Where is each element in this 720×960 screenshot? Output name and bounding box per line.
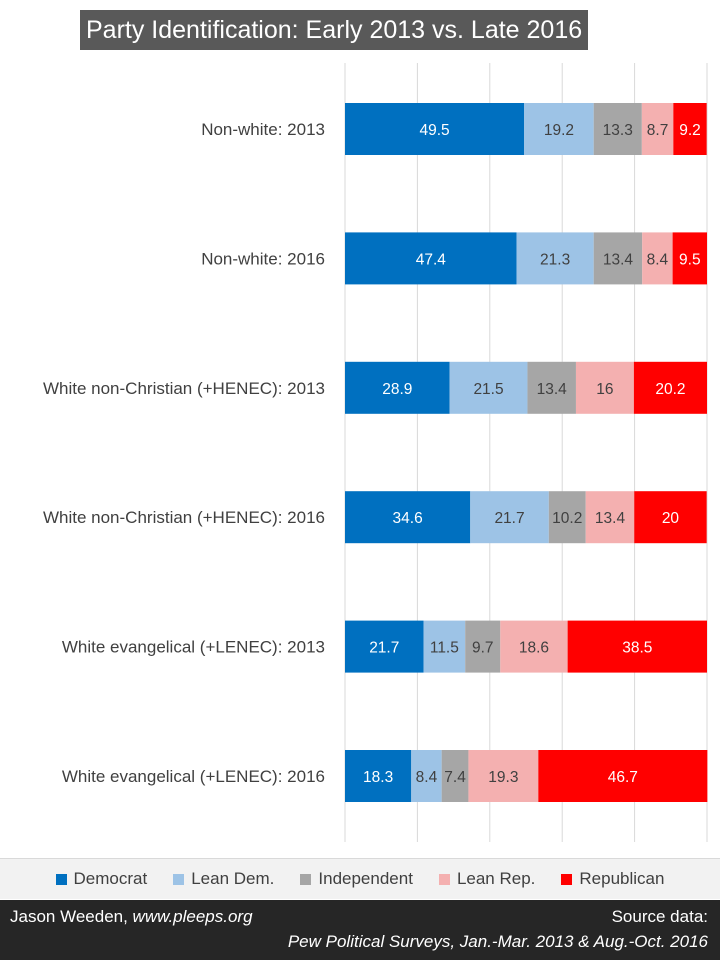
bar-segment (585, 491, 635, 544)
data-label: 38.5 (622, 640, 652, 657)
bar-segment (524, 103, 594, 155)
bar-segment (633, 361, 707, 414)
data-label: 13.4 (595, 510, 626, 527)
source-text: Pew Political Surveys, Jan.-Mar. 2013 & … (287, 932, 708, 951)
data-label: 28.9 (382, 381, 412, 398)
bar-segment (567, 620, 707, 673)
data-label: 13.4 (603, 251, 634, 268)
bar-segment (345, 361, 450, 414)
bar-segment (593, 232, 643, 285)
data-label: 20.2 (655, 381, 685, 398)
data-label: 11.5 (430, 640, 459, 657)
bar-segment (538, 750, 708, 802)
footer-credit: Jason Weeden, www.pleeps.org (10, 907, 253, 927)
bar-segment (345, 103, 525, 155)
legend: Democrat Lean Dem. Independent Lean Rep. Rep… (0, 858, 720, 899)
legend-label: Republican (579, 869, 665, 888)
gridlines (344, 63, 708, 842)
category-label: White non-Christian (+HENEC): 2016 (43, 508, 325, 527)
legend-swatch (300, 873, 312, 885)
data-label: 21.7 (369, 640, 399, 657)
data-label: 9.2 (679, 122, 701, 139)
author-site: www.pleeps.org (132, 907, 253, 926)
bar-segment (465, 620, 501, 673)
data-label: 7.4 (444, 769, 466, 786)
bar-segment (345, 620, 424, 673)
legend-label: Independent (318, 869, 413, 888)
bar-segment (441, 750, 469, 802)
legend-label: Lean Dem. (191, 869, 275, 888)
bar-segment (672, 232, 707, 285)
bar-segment (470, 491, 549, 544)
bar-segment (345, 491, 471, 544)
category-label: Non-white: 2016 (201, 249, 325, 268)
legend-item: Republican (561, 869, 664, 889)
category-label: White evangelical (+LENEC): 2016 (62, 767, 325, 786)
category-label: White non-Christian (+HENEC): 2013 (43, 379, 325, 398)
data-label: 19.2 (544, 122, 574, 139)
data-label: 9.5 (679, 251, 701, 268)
footer: Jason Weeden, www.pleeps.org Source data… (0, 900, 720, 960)
data-label: 21.3 (540, 251, 570, 268)
legend-item: Lean Rep. (438, 869, 536, 889)
data-label: 49.5 (420, 122, 450, 139)
source-label: Source data: (611, 907, 708, 926)
bar-segment (548, 491, 586, 544)
bar-segment (641, 103, 674, 155)
bar-segment (593, 103, 642, 155)
bar-segment (345, 232, 517, 285)
bar-segment (527, 361, 576, 414)
legend-swatch (173, 873, 185, 885)
legend-swatch (561, 873, 573, 885)
data-label: 8.4 (416, 769, 438, 786)
bar-segment (468, 750, 539, 802)
category-label: Non-white: 2013 (201, 120, 325, 139)
data-label: 9.7 (472, 640, 494, 657)
data-label: 34.6 (393, 510, 423, 527)
bar-segment (345, 750, 412, 802)
data-label: 13.3 (603, 122, 633, 139)
data-label: 21.5 (473, 381, 503, 398)
bar-segment (516, 232, 594, 285)
bar-segment (449, 361, 528, 414)
category-label: White evangelical (+LENEC): 2013 (62, 638, 325, 657)
data-label: 46.7 (608, 769, 638, 786)
legend-label: Democrat (73, 869, 148, 888)
data-label: 18.3 (363, 769, 393, 786)
stacked-bar-chart: 49.5 19.2 13.3 8.7 9.2 47.4 21.3 13.4 8.4 9.5 28.9… (43, 63, 708, 842)
author-name: Jason Weeden, (10, 907, 133, 926)
data-label: 16 (596, 381, 613, 398)
legend-item: Independent (300, 869, 413, 889)
bar-segment (673, 103, 707, 155)
data-label: 20 (662, 510, 680, 527)
data-label: 8.4 (647, 251, 669, 268)
bar-segment (642, 232, 673, 285)
legend-item: Democrat (55, 869, 148, 889)
bar-segment (411, 750, 442, 802)
data-label: 21.7 (494, 510, 524, 527)
data-label: 8.7 (647, 122, 669, 139)
data-label: 18.6 (519, 640, 549, 657)
category-labels: Non-white: 2013 Non-white: 2016 White non-… (43, 120, 325, 786)
legend-label: Lean Rep. (456, 869, 536, 888)
bar-segment (575, 361, 634, 414)
legend-swatch (55, 873, 67, 885)
bar-segment (500, 620, 568, 673)
data-label: 13.4 (537, 381, 568, 398)
bars: 49.5 19.2 13.3 8.7 9.2 47.4 21.3 13.4 8.4 9.5 28.9… (345, 103, 708, 802)
legend-item: Lean Dem. (173, 869, 274, 889)
chart-title: Party Identification: Early 2013 vs. Lat… (80, 10, 589, 50)
bar-segment (423, 620, 466, 673)
data-label: 47.4 (416, 251, 447, 268)
data-label: 19.3 (488, 769, 518, 786)
bar-segment (634, 491, 707, 544)
legend-swatch (438, 873, 450, 885)
data-label: 10.2 (552, 510, 582, 527)
